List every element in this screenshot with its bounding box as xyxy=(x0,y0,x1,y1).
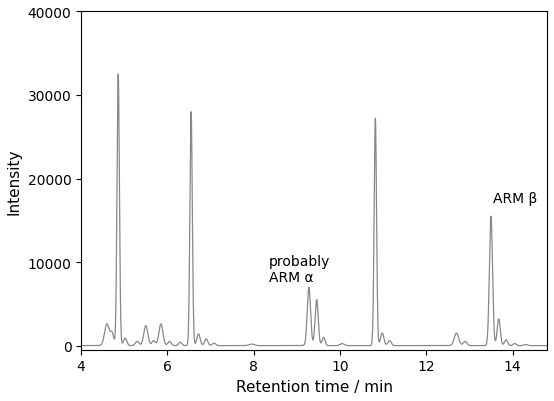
Y-axis label: Intensity: Intensity xyxy=(7,148,22,214)
X-axis label: Retention time / min: Retention time / min xyxy=(235,379,393,394)
Text: probably
ARM α: probably ARM α xyxy=(269,254,330,284)
Text: ARM β: ARM β xyxy=(493,192,537,206)
